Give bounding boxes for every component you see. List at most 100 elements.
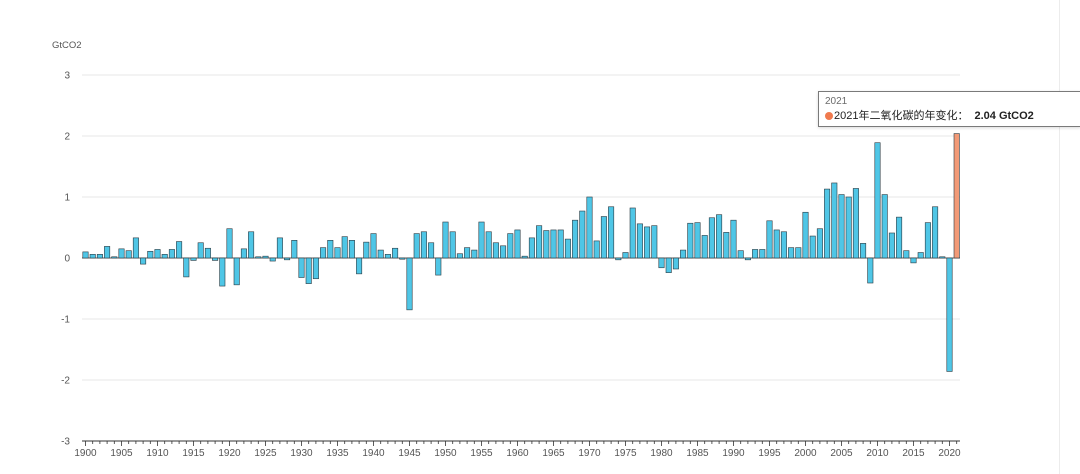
bar (464, 247, 471, 259)
bar (521, 255, 528, 259)
tooltip-year: 2021 (825, 96, 848, 107)
x-tick-label: 1995 (758, 448, 781, 459)
x-tick-label: 2015 (902, 448, 925, 459)
tooltip: 2021 2021年二氧化碳的年变化： 2.04 GtCO2 (818, 91, 1080, 127)
x-tick-label: 2020 (938, 448, 961, 459)
bar (204, 247, 211, 259)
bar (435, 257, 442, 276)
bar (658, 257, 665, 269)
bar (154, 249, 161, 259)
bar (284, 257, 291, 261)
bar (370, 233, 377, 259)
bar (528, 237, 535, 259)
bar (449, 231, 456, 259)
bar (586, 196, 593, 259)
y-axis-label: GtCO2 (52, 40, 82, 51)
y-tick-label: 0 (64, 254, 70, 265)
bar (766, 220, 773, 259)
bar (600, 216, 607, 259)
bar (233, 257, 240, 286)
bar (240, 248, 247, 259)
bar (384, 254, 391, 259)
bar (413, 233, 420, 259)
bar (456, 253, 463, 259)
tooltip-value: 2.04 GtCO2 (974, 110, 1034, 122)
bar (780, 231, 787, 259)
bar (716, 214, 723, 259)
bar (917, 252, 924, 259)
bar (593, 240, 600, 259)
bar (500, 245, 507, 259)
bar (550, 229, 557, 259)
bar (478, 221, 485, 259)
bar (852, 188, 859, 259)
bar (219, 257, 226, 287)
x-tick-label: 1910 (146, 448, 169, 459)
bar (125, 250, 132, 259)
y-tick-label: -2 (61, 376, 70, 387)
bar (759, 249, 766, 259)
y-tick-label: -1 (61, 315, 70, 326)
bar (276, 237, 283, 259)
bar (327, 240, 334, 259)
bar (644, 226, 651, 259)
bar (183, 257, 190, 278)
bar (838, 194, 845, 259)
bar (773, 229, 780, 259)
bar (399, 257, 406, 260)
bar (737, 250, 744, 259)
x-tick-label: 1955 (470, 448, 493, 459)
bar (701, 235, 708, 259)
bar (161, 254, 168, 259)
bar (622, 252, 629, 259)
x-tick-label: 1980 (650, 448, 673, 459)
x-tick-label: 1990 (722, 448, 745, 459)
bar (226, 228, 233, 259)
bar (363, 241, 370, 259)
bar (579, 210, 586, 259)
bar (89, 254, 96, 259)
x-tick-label: 1920 (218, 448, 241, 459)
bar (334, 247, 341, 259)
bar (687, 222, 694, 259)
bar (298, 257, 305, 278)
bar (744, 257, 751, 261)
bar (910, 257, 917, 264)
x-tick-label: 1905 (110, 448, 133, 459)
bar (802, 211, 809, 259)
bar (132, 237, 139, 259)
bar (608, 206, 615, 259)
bar (809, 235, 816, 259)
bar (471, 249, 478, 259)
bar (694, 222, 701, 259)
bar (572, 219, 579, 259)
bar (723, 232, 730, 259)
x-tick-label: 1915 (182, 448, 205, 459)
bar (485, 231, 492, 259)
bar (932, 206, 939, 259)
bar (665, 257, 672, 273)
bar (514, 229, 521, 259)
bar (816, 228, 823, 259)
x-tick-label: 1940 (362, 448, 385, 459)
bars (82, 133, 960, 372)
y-tick-label: -3 (61, 437, 70, 448)
bar (104, 246, 111, 259)
bar (651, 225, 658, 259)
x-axis-ticks: 1900 1905 1910 1915 1920 1925 1930 1935 1940 1945… (74, 441, 961, 459)
bar (248, 231, 255, 259)
bar (341, 236, 348, 259)
bar (111, 256, 118, 259)
bar (147, 250, 154, 259)
bar (636, 223, 643, 259)
bar (507, 233, 514, 259)
bar (140, 257, 147, 265)
bar (356, 257, 363, 275)
bar (730, 219, 737, 259)
bar (96, 254, 103, 259)
bar (420, 231, 427, 259)
bar (824, 188, 831, 259)
bar (377, 249, 384, 259)
series-marker-icon (825, 112, 833, 120)
x-tick-label: 1970 (578, 448, 601, 459)
